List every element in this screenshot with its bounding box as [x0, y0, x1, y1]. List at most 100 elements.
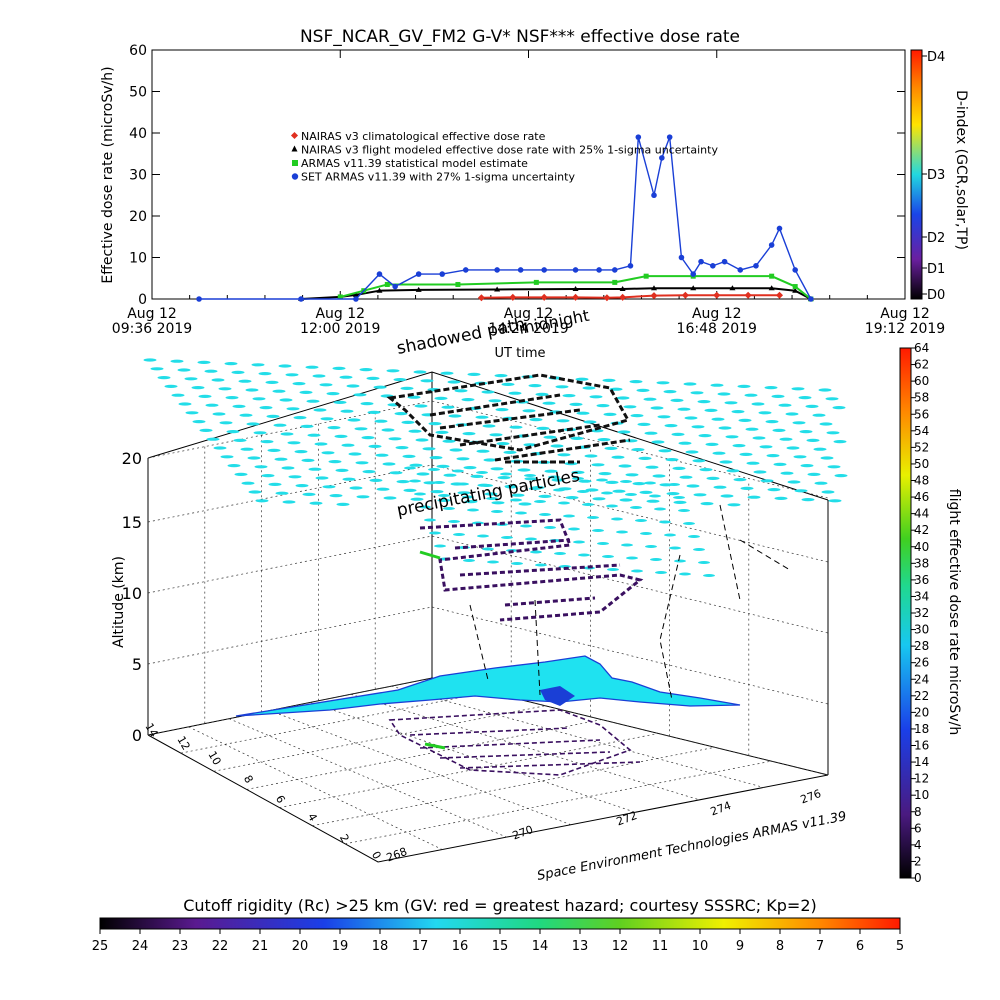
- dose-dash: [812, 413, 826, 417]
- data-point: [775, 291, 784, 299]
- data-point: [651, 192, 657, 199]
- data-point: [650, 292, 658, 300]
- map-land-dark: [540, 686, 575, 706]
- data-point: [494, 267, 500, 273]
- data-point: [392, 283, 398, 290]
- floor-grid-line: [188, 726, 443, 850]
- dose-dash: [520, 524, 532, 528]
- dose-dash: [759, 445, 773, 449]
- dose-dash: [314, 442, 328, 446]
- data-point: [462, 267, 469, 273]
- x-tick-label: 12:00 2019: [300, 321, 380, 337]
- dose-dash: [356, 495, 370, 499]
- dose-dash: [732, 444, 746, 448]
- dose-tick-label: 2: [914, 854, 922, 868]
- vertical-projection: [469, 504, 791, 701]
- d-tick-label: D4: [927, 50, 945, 65]
- dose-dash: [430, 490, 444, 494]
- dose-dash: [424, 518, 436, 522]
- dose-dash: [705, 442, 719, 446]
- data-point: [713, 291, 721, 299]
- dose-dash: [457, 482, 469, 486]
- dose-dash: [367, 410, 381, 414]
- dose-dash: [494, 374, 508, 378]
- dose-dash: [467, 372, 481, 376]
- d-tick-label: D3: [927, 168, 945, 183]
- data-point: [572, 293, 580, 301]
- dose-dash: [556, 419, 570, 423]
- dose-dash: [178, 402, 192, 406]
- dose-dash: [674, 559, 686, 563]
- dose-dash: [733, 478, 747, 482]
- d-tick-label: D1: [927, 262, 945, 277]
- rc-gradient: [99, 917, 901, 930]
- dose-dash: [501, 382, 515, 386]
- dose-dash: [279, 398, 293, 402]
- data-point: [494, 286, 501, 292]
- dose-dash: [225, 396, 239, 400]
- dose-dash: [448, 414, 462, 418]
- dose-dash: [693, 548, 705, 551]
- dose-dash: [307, 433, 321, 437]
- dose-dash: [306, 399, 320, 403]
- dose-dash: [463, 466, 477, 470]
- dose-tick-label: 34: [914, 589, 929, 603]
- dose-dash: [535, 563, 547, 567]
- dose-dash: [429, 531, 441, 535]
- dose-dash: [231, 370, 245, 374]
- dose-dash: [464, 500, 478, 504]
- dose-dash: [274, 457, 288, 461]
- dose-dash: [413, 370, 427, 374]
- dose-dash: [281, 466, 295, 470]
- rc-tick-label: 15: [492, 939, 509, 954]
- dose-dash: [280, 432, 294, 436]
- dose-dash: [368, 444, 382, 448]
- y-tick-label: 60: [129, 43, 147, 59]
- dose-dash: [650, 558, 662, 561]
- dose-dash: [383, 496, 397, 500]
- dose-tick-label: 0: [914, 871, 922, 885]
- data-point: [659, 155, 665, 161]
- dose-dash: [285, 373, 299, 377]
- dose-dash: [476, 449, 490, 453]
- dose-tick-label: 18: [914, 722, 929, 736]
- dose-dash: [656, 381, 670, 385]
- dose-dash: [500, 472, 512, 476]
- dose-dash: [684, 416, 698, 420]
- dose-dash: [461, 398, 475, 402]
- dose-dash: [820, 456, 834, 460]
- d-index-colorbar: [910, 49, 923, 300]
- dose-dash: [366, 376, 380, 380]
- dose-dash: [643, 397, 657, 401]
- dose-dash: [771, 394, 785, 398]
- dose-dash: [578, 553, 590, 557]
- data-point: [690, 285, 697, 291]
- dose-dash: [529, 418, 543, 422]
- dose-dash: [260, 440, 274, 444]
- dose-dash: [143, 358, 157, 362]
- dose-dash: [241, 481, 255, 485]
- dose-dash: [565, 496, 579, 500]
- dose-tick-label: 12: [914, 772, 929, 786]
- dose-dash: [685, 450, 699, 454]
- dose-dash: [482, 547, 494, 551]
- dose-dash: [386, 369, 400, 373]
- dose-dash: [268, 482, 282, 486]
- dose-dash: [632, 482, 646, 486]
- dose-dash: [472, 521, 484, 525]
- dose-dash: [522, 409, 536, 413]
- latitude-tick-labels: 0 2 4 6 8 10 12 14: [142, 721, 383, 862]
- dose-dash: [273, 423, 287, 427]
- dose-dash: [282, 500, 296, 504]
- dose-dash: [772, 428, 786, 432]
- dose-dash: [347, 418, 361, 422]
- rc-tick-label: 17: [412, 939, 429, 954]
- dose-dash: [799, 430, 813, 434]
- dose-tick-label: 60: [914, 374, 929, 388]
- dose-dash: [535, 392, 549, 396]
- dose-dash: [336, 502, 350, 506]
- dose-dash: [212, 412, 226, 416]
- dose-dash: [727, 503, 741, 507]
- dose-dash: [355, 461, 369, 465]
- data-point: [729, 285, 736, 291]
